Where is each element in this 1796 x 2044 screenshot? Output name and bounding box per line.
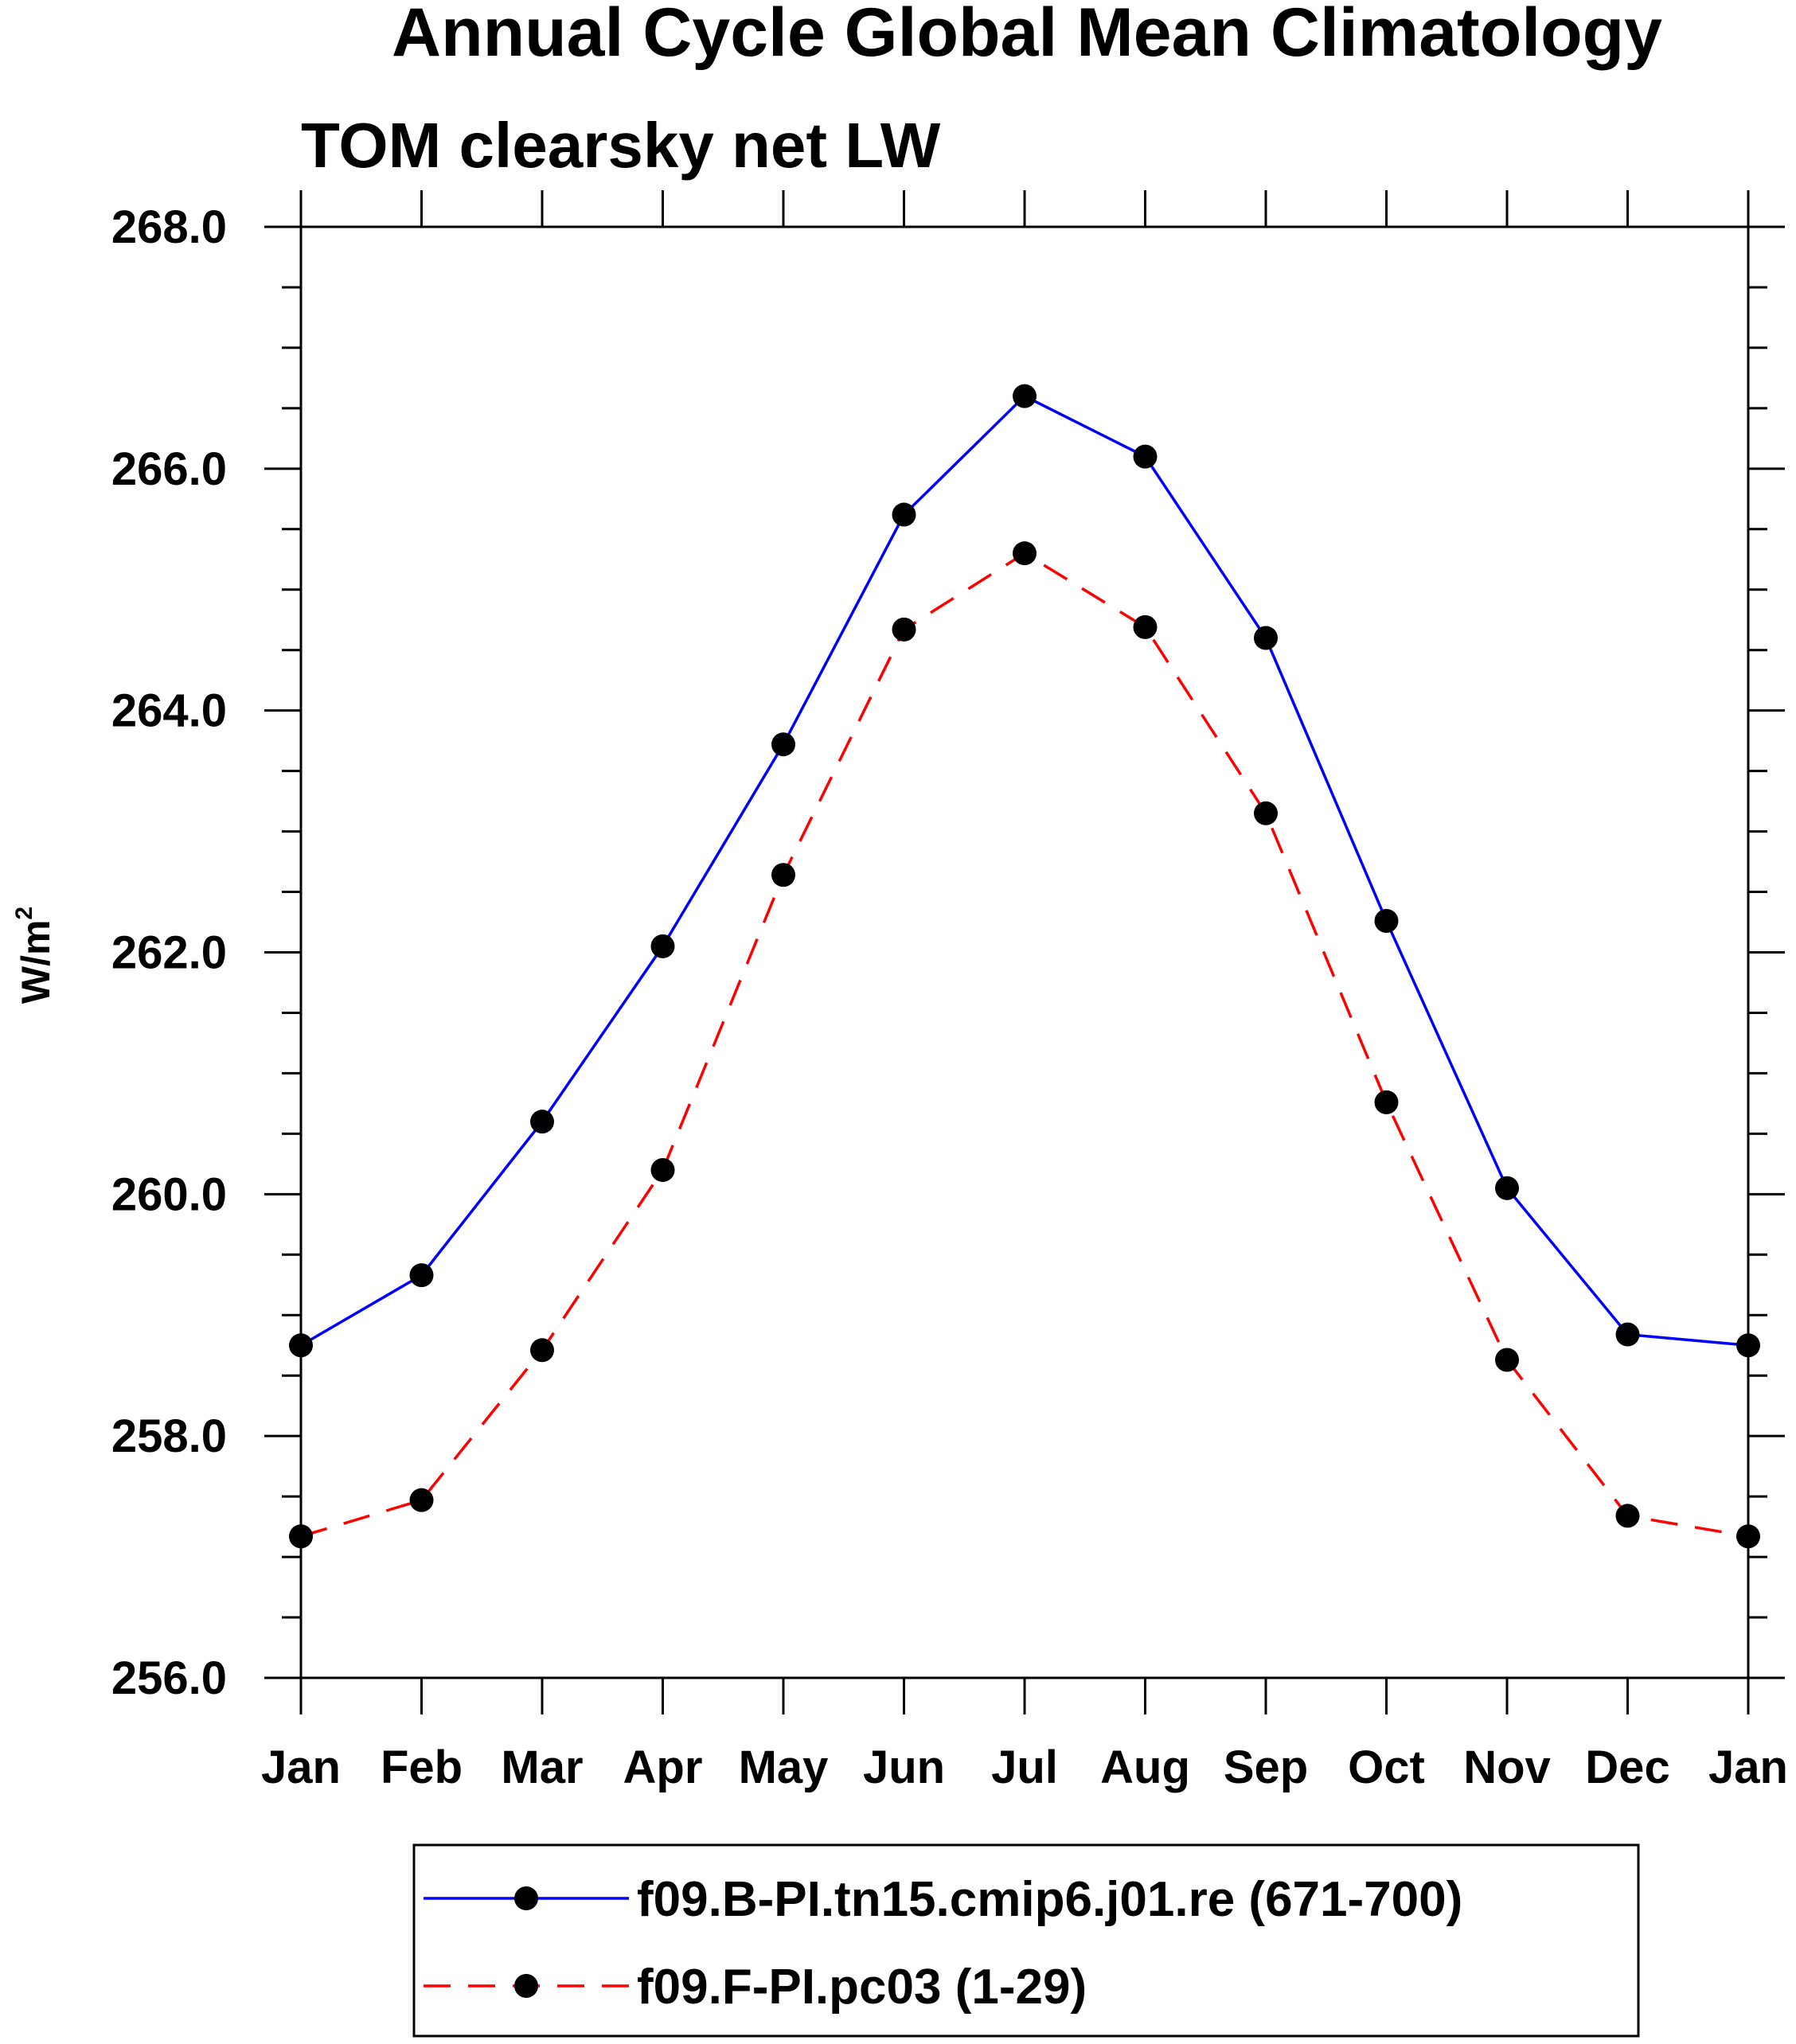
series-1-point [1615,1322,1640,1347]
series-2-point [1495,1348,1519,1372]
series-2-point [1254,801,1278,825]
series-1-point [1495,1176,1519,1200]
series-1-point [289,1333,313,1358]
series-2-point [530,1338,554,1363]
plot-axes: 268.0 266.0 264.0 262.0 260.0 258.0 256.0 Jan Fe… [111,190,1788,1793]
x-tick-label: Jun [863,1742,945,1793]
y-tick-label: 256.0 [111,1652,227,1704]
legend-marker-1 [514,1886,538,1910]
legend-marker-2 [514,1974,538,1998]
series-2-point [892,617,916,642]
x-tick-label: Jan [261,1742,341,1793]
y-tick-label: 266.0 [111,443,227,495]
x-tick-label: Jan [1708,1742,1788,1793]
x-tick-label: Aug [1100,1742,1190,1793]
x-tick-label: Mar [501,1742,583,1793]
series-1-point [530,1110,554,1134]
legend-label-1: f09.B-PI.tn15.cmip6.j01.re (671-700) [637,1872,1462,1927]
x-tick-label: Nov [1463,1742,1551,1793]
series-1-point [1736,1333,1760,1358]
series-2-point [771,863,795,887]
legend: f09.B-PI.tn15.cmip6.j01.re (671-700) f09.… [412,1843,1640,2038]
series-2-point [289,1524,313,1549]
series-2-point [1736,1524,1760,1549]
series-1-point [1013,384,1037,408]
x-tick-label: Apr [623,1742,703,1793]
svg-text:W/m2: W/m2 [11,907,58,1004]
legend-box [412,1843,1640,2038]
series-1-point [1254,626,1278,650]
y-axis-label-base: W/m [14,920,58,1004]
series-1-point [1374,909,1399,934]
y-axis-label-superscript: 2 [11,907,37,920]
y-tick-label: 258.0 [111,1410,227,1462]
y-tick-label: 260.0 [111,1168,227,1220]
series-2-point [409,1488,434,1512]
series-2-point [1374,1090,1399,1114]
series-2-point [650,1157,675,1182]
series-2-point [1615,1504,1640,1528]
series-1-point [771,732,795,757]
legend-label-2: f09.F-PI.pc03 (1-29) [637,1960,1087,2015]
series-2-point [1013,541,1037,566]
series-1-point [1133,444,1158,469]
x-tick-label: Oct [1348,1742,1425,1793]
chart-subtitle: TOM clearsky net LW [301,110,941,181]
y-axis-label: W/m2 [11,907,58,1004]
y-tick-label: 264.0 [111,685,227,737]
x-tick-label: Jul [991,1742,1058,1793]
series-2-point [1133,614,1158,639]
y-tick-label: 262.0 [111,927,227,979]
series-1-point [650,934,675,958]
chart-title: Annual Cycle Global Mean Climatology [392,0,1662,71]
y-tick-label: 268.0 [111,201,227,253]
series-1-point [409,1263,434,1288]
x-tick-label: Sep [1224,1742,1308,1793]
series-1-point [892,502,916,527]
x-tick-label: May [739,1742,829,1793]
plot-series [289,384,1760,1549]
x-tick-label: Feb [381,1742,463,1793]
x-tick-label: Dec [1585,1742,1669,1793]
